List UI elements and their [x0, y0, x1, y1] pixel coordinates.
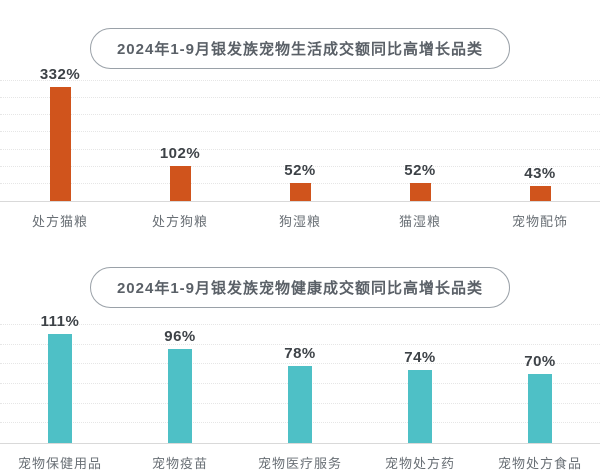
bar-column: 74%	[360, 325, 480, 443]
bar-column: 52%	[360, 81, 480, 201]
chart-pet-health: 2024年1-9月银发族宠物健康成交额同比高增长品类 111% 96% 78% 74%…	[0, 230, 600, 472]
category-label: 宠物医疗服务	[257, 456, 342, 471]
category-label: 狗湿粮	[278, 214, 321, 229]
gridline	[0, 131, 600, 133]
bar-value-label: 70%	[524, 353, 556, 371]
category-label: 处方狗粮	[151, 214, 208, 229]
gridline	[0, 148, 600, 150]
gridline	[0, 363, 600, 365]
category-label: 宠物保健用品	[17, 456, 102, 471]
category-label: 宠物配饰	[511, 214, 568, 229]
bar-column: 43%	[480, 81, 600, 201]
bar-column: 78%	[240, 325, 360, 443]
gridline	[0, 114, 600, 116]
bar: 52%	[284, 162, 315, 201]
bar-column: 102%	[120, 81, 240, 201]
gridline	[0, 165, 600, 167]
gridline	[0, 97, 600, 99]
chart-title: 2024年1-9月银发族宠物健康成交额同比高增长品类	[89, 267, 511, 308]
bar-value-label: 52%	[284, 162, 316, 180]
bar-value-label: 74%	[404, 349, 436, 367]
category-axis: 宠物保健用品 宠物疫苗 宠物医疗服务 宠物处方药 宠物处方食品	[0, 444, 600, 472]
bar: 111%	[41, 313, 79, 443]
chart-title: 2024年1-9月银发族宠物生活成交额同比高增长品类	[89, 28, 511, 69]
category-label: 宠物处方食品	[497, 456, 582, 471]
category-label: 猫湿粮	[398, 214, 441, 229]
bar: 332%	[40, 66, 80, 201]
category-label: 宠物疫苗	[151, 456, 208, 471]
bar-value-label: 52%	[404, 162, 436, 180]
gridline	[0, 343, 600, 345]
bar-value-label: 102%	[159, 145, 201, 163]
chart-title-row: 2024年1-9月银发族宠物生活成交额同比高增长品类	[0, 0, 600, 69]
category-axis: 处方猫粮 处方狗粮 狗湿粮 猫湿粮 宠物配饰	[0, 202, 600, 230]
bar: 96%	[164, 328, 195, 443]
plot-area: 332% 102% 52% 52% 43%	[0, 66, 600, 202]
bar-column: 96%	[120, 325, 240, 443]
chart-title-row: 2024年1-9月银发族宠物健康成交额同比高增长品类	[0, 230, 600, 308]
bar-value-label: 96%	[164, 327, 196, 345]
bar-column: 111%	[0, 313, 120, 443]
bar-value-label: 111%	[40, 312, 80, 330]
bar: 74%	[404, 349, 435, 443]
bar-column: 70%	[480, 325, 600, 443]
bar-column: 52%	[240, 81, 360, 201]
chart-pet-life: 2024年1-9月银发族宠物生活成交额同比高增长品类 332% 102% 52% 52…	[0, 0, 600, 230]
category-label: 处方猫粮	[31, 214, 88, 229]
bar-value-label: 332%	[39, 66, 81, 84]
bar: 52%	[404, 162, 435, 201]
bar: 102%	[160, 145, 200, 201]
bar: 43%	[524, 165, 555, 201]
gridline	[0, 80, 600, 81]
bar-value-label: 78%	[284, 345, 316, 363]
bar-value-label: 43%	[524, 165, 556, 183]
gridline	[0, 324, 600, 325]
category-label: 宠物处方药	[384, 456, 455, 471]
plot-area: 111% 96% 78% 74% 70%	[0, 313, 600, 444]
bar: 70%	[524, 353, 555, 443]
bar: 78%	[284, 345, 315, 443]
bar-column: 332%	[0, 66, 120, 201]
